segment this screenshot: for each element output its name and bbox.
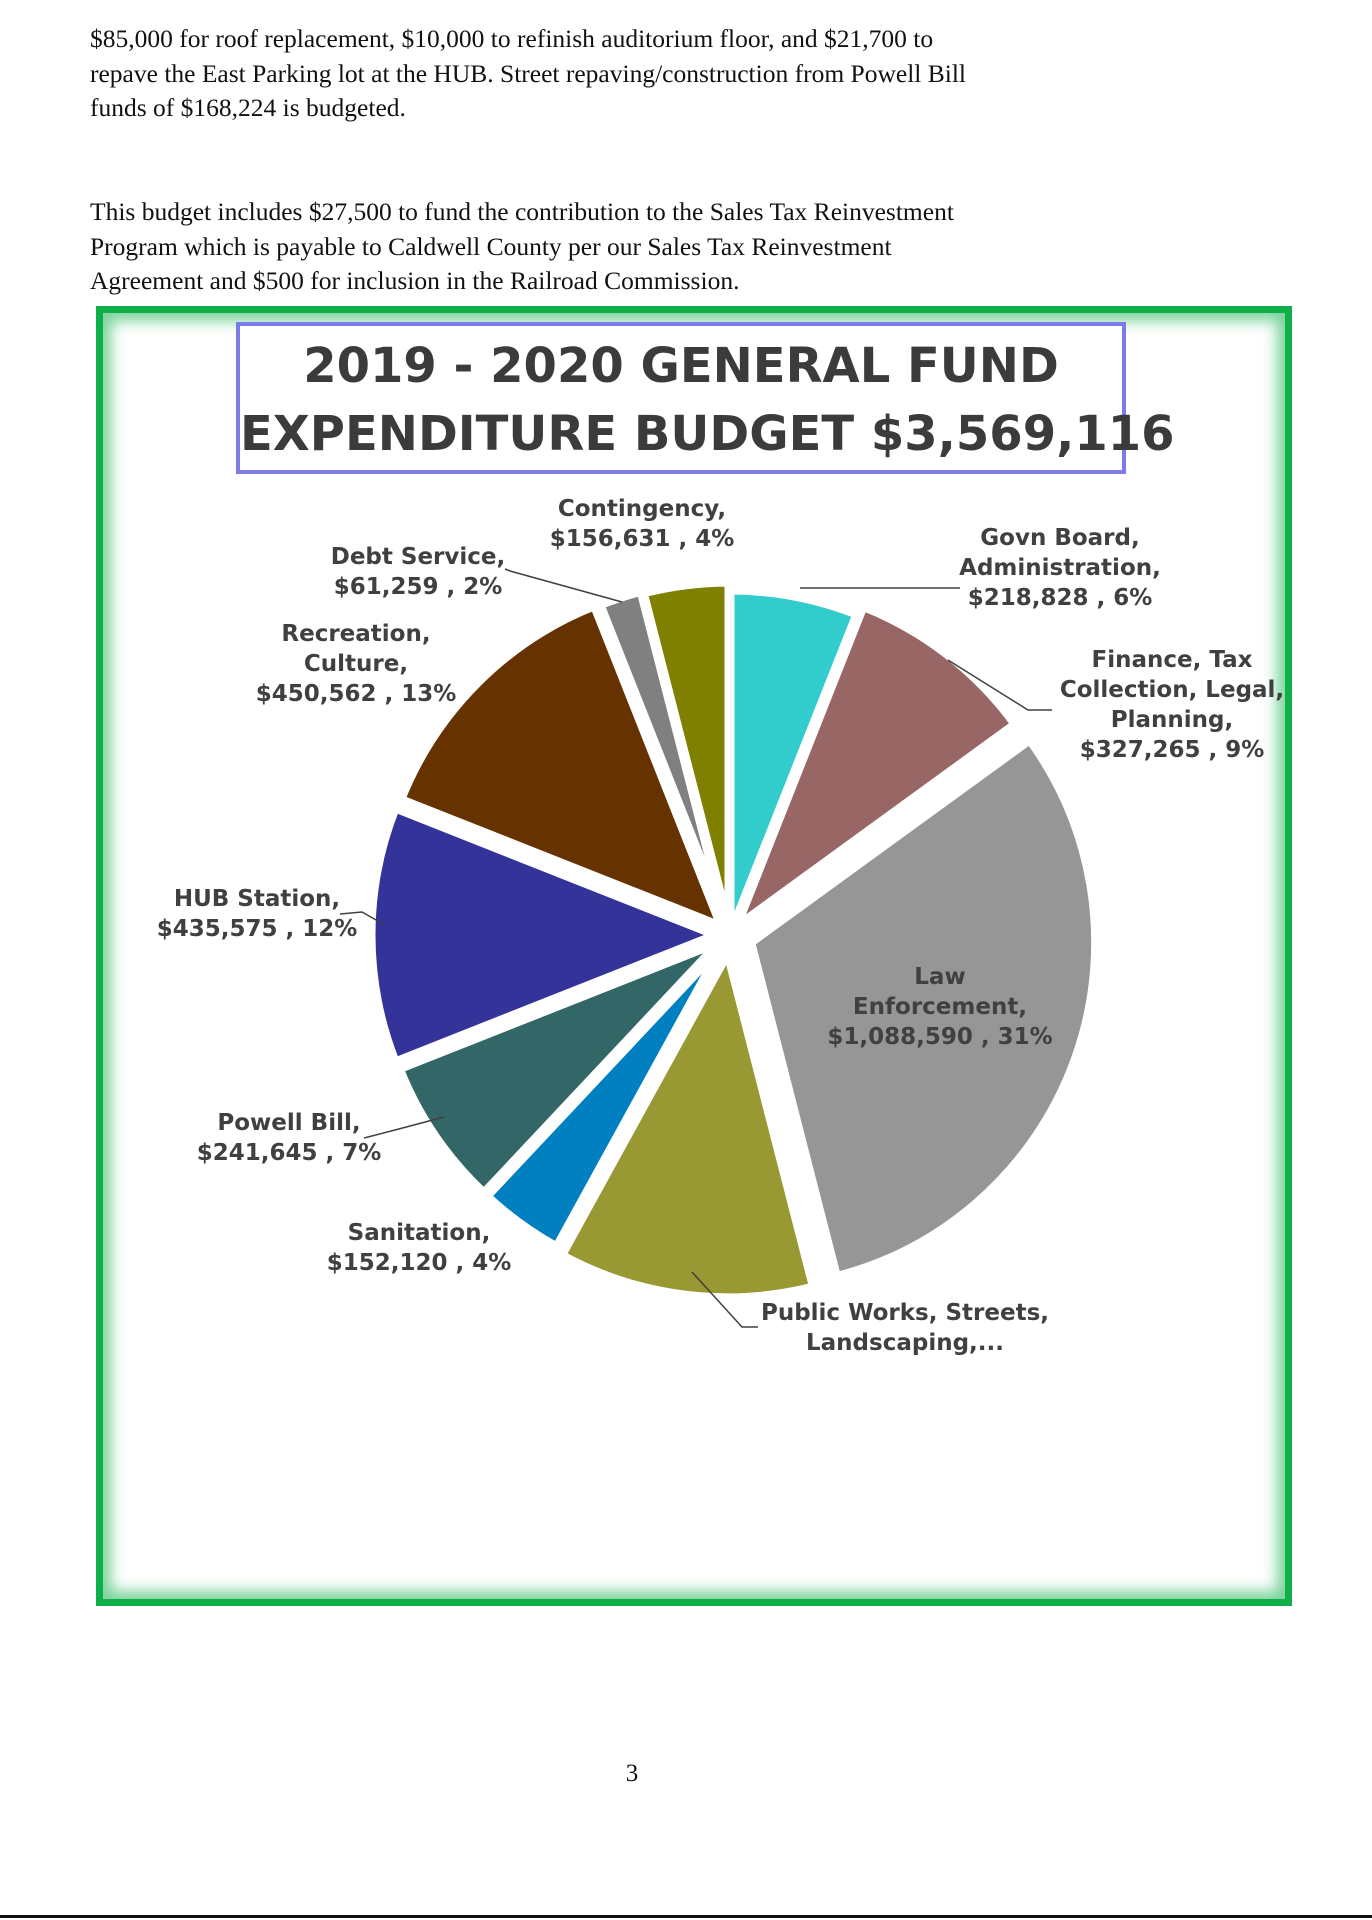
slice-label-line: Sanitation, <box>348 1220 491 1246</box>
chart-title-line-1: 2019 - 2020 GENERAL FUND <box>303 338 1059 394</box>
intro-paragraph-1: $85,000 for roof replacement, $10,000 to… <box>90 22 1150 126</box>
pie-slices <box>366 577 1101 1303</box>
leader-line <box>691 1271 758 1328</box>
slice-label-line: HUB Station, <box>174 886 340 912</box>
slice-data-label: Contingency, $156,631 , 4% <box>550 496 735 552</box>
pie-slice-hub-station <box>366 803 721 1067</box>
slice-label-line: Recreation, <box>281 621 430 647</box>
slice-label-line: Powell Bill, <box>217 1110 360 1136</box>
chart-title-line-2: EXPENDITURE BUDGET $3,569,116 <box>240 406 1175 462</box>
page-number: 3 <box>625 1760 639 1787</box>
slice-label-line: $218,828 , 6% <box>968 585 1153 611</box>
slice-label-line: Collection, Legal, <box>1060 677 1284 703</box>
paragraph-line: funds of $168,224 is budgeted. <box>90 93 406 122</box>
slice-label-line: Public Works, Streets, <box>761 1300 1049 1326</box>
paragraph-line: Agreement and $500 for inclusion in the … <box>90 266 740 295</box>
pie-labels: Govn Board, Administration, $218,828 , 6% F… <box>157 496 1284 1356</box>
slice-label-line: $152,120 , 4% <box>327 1250 512 1276</box>
slice-label-line: $327,265 , 9% <box>1080 737 1265 763</box>
slice-data-label: Powell Bill, $241,645 , 7% <box>197 1110 382 1166</box>
leader-line <box>947 659 1052 711</box>
slice-label-line: Contingency, <box>558 496 726 522</box>
paragraph-line: This budget includes $27,500 to fund the… <box>90 197 954 226</box>
leader-line <box>504 568 623 603</box>
slice-label-line: Planning, <box>1111 707 1233 733</box>
slice-label-line: Law <box>914 964 965 990</box>
slice-data-label: Sanitation, $152,120 , 4% <box>327 1220 512 1276</box>
slice-data-label: Public Works, Streets, Landscaping,... <box>761 1300 1049 1356</box>
pie-slice-powell-bill <box>394 937 725 1198</box>
slice-data-label: Law Enforcement, $1,088,590 , 31% <box>827 964 1052 1050</box>
slice-label-line: $61,259 , 2% <box>334 574 503 600</box>
slice-label-line: Administration, <box>959 555 1161 581</box>
pie-slice-law-enforcement <box>746 735 1101 1282</box>
pie-slice-contingency <box>638 577 734 932</box>
slice-label-line: $1,088,590 , 31% <box>827 1024 1052 1050</box>
slice-label-line: Debt Service, <box>331 544 506 570</box>
chart-title: 2019 - 2020 GENERAL FUND EXPENDITURE BUD… <box>236 322 1175 474</box>
intro-paragraph-2: This budget includes $27,500 to fund the… <box>90 195 1150 299</box>
slice-label-line: Enforcement, <box>853 994 1027 1020</box>
paragraph-line: Program which is payable to Caldwell Cou… <box>90 231 892 261</box>
slice-label-line: Culture, <box>304 651 408 677</box>
pie-slice-public-works-streets-landscaping <box>557 948 819 1303</box>
paragraph-line: repave the East Parking lot at the HUB. … <box>90 58 967 88</box>
pie-slice-recreation-culture <box>396 601 727 932</box>
paragraph-line: $85,000 for roof replacement, $10,000 to… <box>90 24 934 53</box>
slice-label-line: $156,631 , 4% <box>550 526 735 552</box>
slice-label-line: Govn Board, <box>980 525 1139 551</box>
leader-line <box>363 1116 445 1139</box>
slice-data-label: Finance, Tax Collection, Legal, Planning, $… <box>1060 647 1284 763</box>
slice-label-line: $435,575 , 12% <box>157 916 358 942</box>
slice-data-label: Debt Service, $61,259 , 2% <box>331 544 506 600</box>
slice-label-line: Finance, Tax <box>1092 647 1253 673</box>
slice-label-line: $450,562 , 13% <box>256 681 457 707</box>
slice-data-label: Recreation, Culture, $450,562 , 13% <box>256 621 457 707</box>
leader-line <box>339 911 386 926</box>
slice-data-label: HUB Station, $435,575 , 12% <box>157 886 358 942</box>
bottom-rule <box>0 1915 1372 1918</box>
slice-label-line: Landscaping,... <box>806 1330 1004 1356</box>
slice-data-label: Govn Board, Administration, $218,828 , 6% <box>959 525 1161 611</box>
slice-label-line: $241,645 , 7% <box>197 1140 382 1166</box>
pie-slice-finance-tax-collection-legal-planning <box>731 601 1020 932</box>
